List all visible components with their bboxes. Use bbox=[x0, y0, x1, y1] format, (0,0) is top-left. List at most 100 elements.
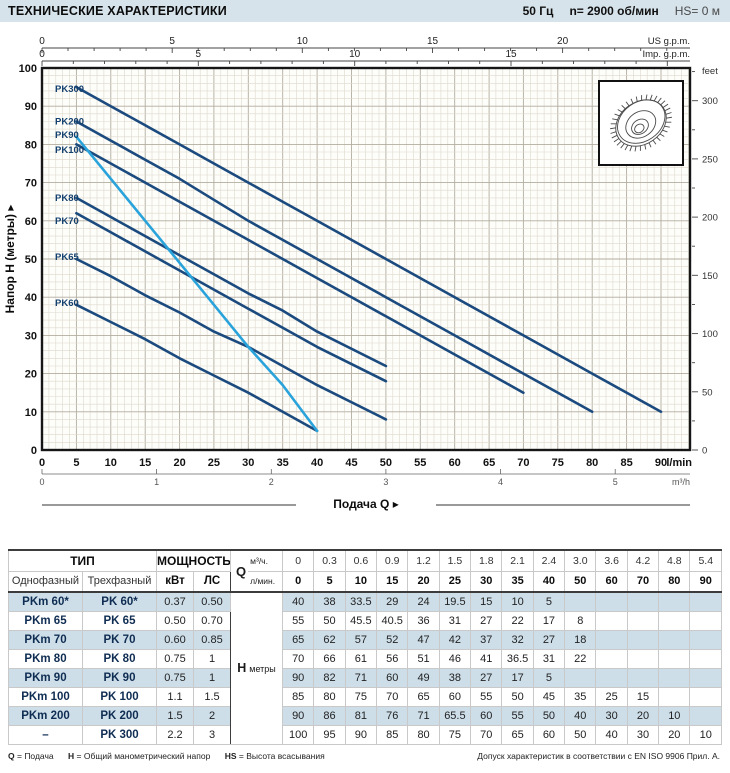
abbreviation-legend: Q = Подача H = Общий манометрический нап… bbox=[8, 751, 337, 761]
head-value: 32 bbox=[501, 629, 534, 650]
head-value: 20 bbox=[626, 705, 660, 726]
head-value: 85 bbox=[282, 686, 315, 707]
head-value bbox=[595, 591, 628, 612]
head-value: 70 bbox=[470, 724, 503, 745]
svg-text:5: 5 bbox=[73, 457, 79, 469]
head-value bbox=[595, 629, 628, 650]
svg-text:10: 10 bbox=[349, 49, 361, 60]
model-three-phase: PK 65 bbox=[82, 610, 157, 631]
head-value: 65 bbox=[282, 629, 315, 650]
header-specs: 50 Гц n= 2900 об/мин HS= 0 м bbox=[523, 4, 720, 18]
head-value: 55 bbox=[501, 705, 534, 726]
head-value bbox=[689, 629, 722, 650]
head-value: 5 bbox=[532, 591, 566, 612]
q-m3h-value: 5.4 bbox=[689, 549, 722, 572]
head-value: 5 bbox=[532, 667, 566, 688]
head-value: 42 bbox=[438, 629, 472, 650]
power-kw: 0.60 bbox=[156, 629, 194, 650]
q-lmin-value: 10 bbox=[344, 570, 378, 593]
head-value: 49 bbox=[407, 667, 440, 688]
head-value: 36.5 bbox=[501, 648, 534, 669]
head-value bbox=[689, 667, 722, 688]
head-value: 10 bbox=[658, 705, 691, 726]
head-value: 40.5 bbox=[376, 610, 409, 631]
head-value bbox=[626, 648, 660, 669]
power-kw: 0.37 bbox=[156, 591, 194, 612]
head-value: 15 bbox=[626, 686, 660, 707]
svg-text:70: 70 bbox=[25, 178, 37, 190]
head-value: 45.5 bbox=[344, 610, 378, 631]
model-single-phase: PKm 90 bbox=[8, 667, 83, 688]
legend-hs: HS = Высота всасывания bbox=[224, 750, 325, 761]
model-single-phase: – bbox=[8, 724, 83, 745]
head-value bbox=[689, 705, 722, 726]
plot-border bbox=[40, 66, 692, 452]
head-value: 27 bbox=[470, 667, 503, 688]
head-value: 47 bbox=[407, 629, 440, 650]
head-value: 50 bbox=[532, 705, 566, 726]
curve-label-PK100: PK100 bbox=[55, 145, 84, 156]
head-value: 40 bbox=[564, 705, 597, 726]
power-hp: 3 bbox=[192, 724, 232, 745]
svg-text:300: 300 bbox=[702, 96, 718, 107]
model-single-phase: PKm 80 bbox=[8, 648, 83, 669]
head-value: 37 bbox=[470, 629, 503, 650]
model-three-phase: PK 60* bbox=[82, 591, 157, 612]
head-value: 38 bbox=[313, 591, 346, 612]
svg-text:0: 0 bbox=[39, 477, 44, 487]
power-hp: 1 bbox=[192, 667, 232, 688]
page-title: ТЕХНИЧЕСКИЕ ХАРАКТЕРИСТИКИ bbox=[8, 4, 227, 18]
svg-text:15: 15 bbox=[505, 49, 517, 60]
pump-curves: PK300 PK200 PK100 PK80 PK70 PK65 PK60 PK90 bbox=[55, 84, 663, 433]
head-value: 50 bbox=[564, 724, 597, 745]
head-value: 30 bbox=[595, 705, 628, 726]
svg-text:35: 35 bbox=[277, 457, 289, 469]
q-lmin-value: 70 bbox=[626, 570, 660, 593]
svg-text:10: 10 bbox=[105, 457, 117, 469]
head-value: 29 bbox=[376, 591, 409, 612]
model-three-phase: PK 80 bbox=[82, 648, 157, 669]
svg-text:2: 2 bbox=[269, 477, 274, 487]
head-value: 81 bbox=[344, 705, 378, 726]
q-m3h-value: 4.8 bbox=[658, 549, 691, 572]
svg-text:40: 40 bbox=[311, 457, 323, 469]
head-value: 38 bbox=[438, 667, 472, 688]
svg-text:4: 4 bbox=[498, 477, 503, 487]
head-value: 90 bbox=[344, 724, 378, 745]
head-value: 52 bbox=[376, 629, 409, 650]
power-group-header: МОЩНОСТЬ bbox=[155, 549, 232, 572]
head-value: 31 bbox=[532, 648, 566, 669]
head-value: 17 bbox=[501, 667, 534, 688]
characteristics-table: ТИП МОЩНОСТЬ Q м³/ч. л/мин. 0 0.3 0.6 0.9 1.… bbox=[8, 549, 722, 745]
head-value: 90 bbox=[282, 667, 315, 688]
head-value: 30 bbox=[626, 724, 660, 745]
curve-PK200 bbox=[75, 120, 594, 414]
power-kw: 1.1 bbox=[156, 686, 194, 707]
header-bar: ТЕХНИЧЕСКИЕ ХАРАКТЕРИСТИКИ 50 Гц n= 2900… bbox=[0, 0, 730, 22]
model-single-phase: PKm 200 bbox=[8, 705, 83, 726]
hp-header: ЛС bbox=[192, 570, 232, 593]
svg-text:80: 80 bbox=[586, 457, 598, 469]
curve-label-PK65: PK65 bbox=[55, 252, 79, 263]
head-value: 65.5 bbox=[438, 705, 472, 726]
x-axis-top-0: 0 5 10 15 20 US g.p.m. bbox=[39, 36, 690, 53]
head-value: 36 bbox=[407, 610, 440, 631]
model-single-phase: PKm 100 bbox=[8, 686, 83, 707]
head-value: 27 bbox=[470, 610, 503, 631]
svg-text:0: 0 bbox=[31, 445, 37, 457]
grid bbox=[42, 68, 690, 450]
table-row: PKm 65 PK 65 0.50 0.70 55 50 45.5 40.5 36 31 27 22 1… bbox=[8, 610, 722, 631]
table-row: PKm 70 PK 70 0.60 0.85 65 62 57 52 47 42 37 32 27 18 bbox=[8, 629, 722, 650]
head-value: 65 bbox=[501, 724, 534, 745]
head-value: 100 bbox=[282, 724, 315, 745]
curve-label-PK60: PK60 bbox=[55, 298, 79, 309]
svg-text:90: 90 bbox=[25, 101, 37, 113]
svg-text:5: 5 bbox=[196, 49, 202, 60]
head-value bbox=[658, 629, 691, 650]
flow-unit-lmin: л/мин. bbox=[250, 576, 276, 587]
q-m3h-value: 2.1 bbox=[501, 549, 534, 572]
power-hp: 2 bbox=[192, 705, 232, 726]
head-value: 20 bbox=[658, 724, 691, 745]
head-value bbox=[626, 667, 660, 688]
